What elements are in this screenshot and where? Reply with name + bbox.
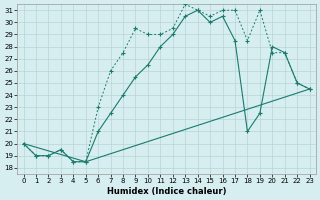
X-axis label: Humidex (Indice chaleur): Humidex (Indice chaleur) <box>107 187 226 196</box>
